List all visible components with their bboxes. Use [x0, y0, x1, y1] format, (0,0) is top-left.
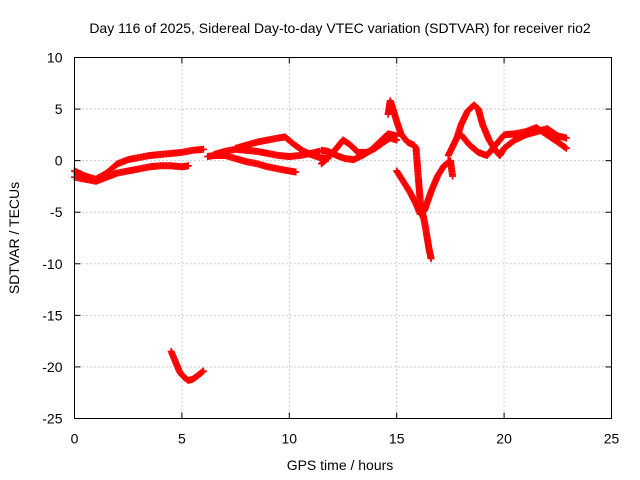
- series-track-j: [444, 101, 570, 159]
- data-point: [427, 255, 435, 263]
- x-tick-label: 25: [604, 431, 620, 447]
- series-track-g: [318, 130, 401, 164]
- data-point: [562, 144, 570, 152]
- y-tick-label: -25: [42, 411, 62, 427]
- y-tick-label: 0: [55, 153, 63, 169]
- plot-frame: [74, 57, 612, 419]
- data-point: [292, 168, 300, 176]
- data-points: [71, 97, 570, 384]
- series-track-k: [457, 124, 570, 159]
- y-tick-label: 10: [47, 50, 63, 66]
- series-track-h: [384, 97, 435, 263]
- x-tick-label: 5: [178, 431, 186, 447]
- grid: [74, 57, 612, 419]
- data-point: [199, 145, 207, 153]
- data-point: [199, 367, 207, 375]
- series-track-e: [232, 133, 332, 163]
- data-point: [198, 368, 206, 376]
- y-tick-label: -20: [42, 359, 62, 375]
- data-point: [184, 162, 192, 170]
- y-tick-label: -10: [42, 256, 62, 272]
- x-tick-label: 10: [282, 431, 298, 447]
- data-point: [449, 172, 457, 180]
- data-point: [393, 132, 401, 140]
- x-axis-label: GPS time / hours: [287, 457, 394, 473]
- data-point: [561, 143, 569, 151]
- y-axis-label: SDTVAR / TECUs: [6, 182, 22, 294]
- series-track-b: [71, 162, 192, 185]
- series-track-l: [167, 347, 207, 384]
- y-tick-label: -15: [42, 307, 62, 323]
- x-tick-label: 0: [71, 431, 79, 447]
- x-tick-label: 20: [496, 431, 512, 447]
- y-tick-label: 5: [55, 101, 63, 117]
- x-tick-label: 15: [389, 431, 405, 447]
- y-tick-label: -5: [50, 204, 63, 220]
- data-point: [562, 134, 570, 142]
- chart-title: Day 116 of 2025, Sidereal Day-to-day VTE…: [89, 20, 591, 36]
- series-track-i: [393, 157, 457, 218]
